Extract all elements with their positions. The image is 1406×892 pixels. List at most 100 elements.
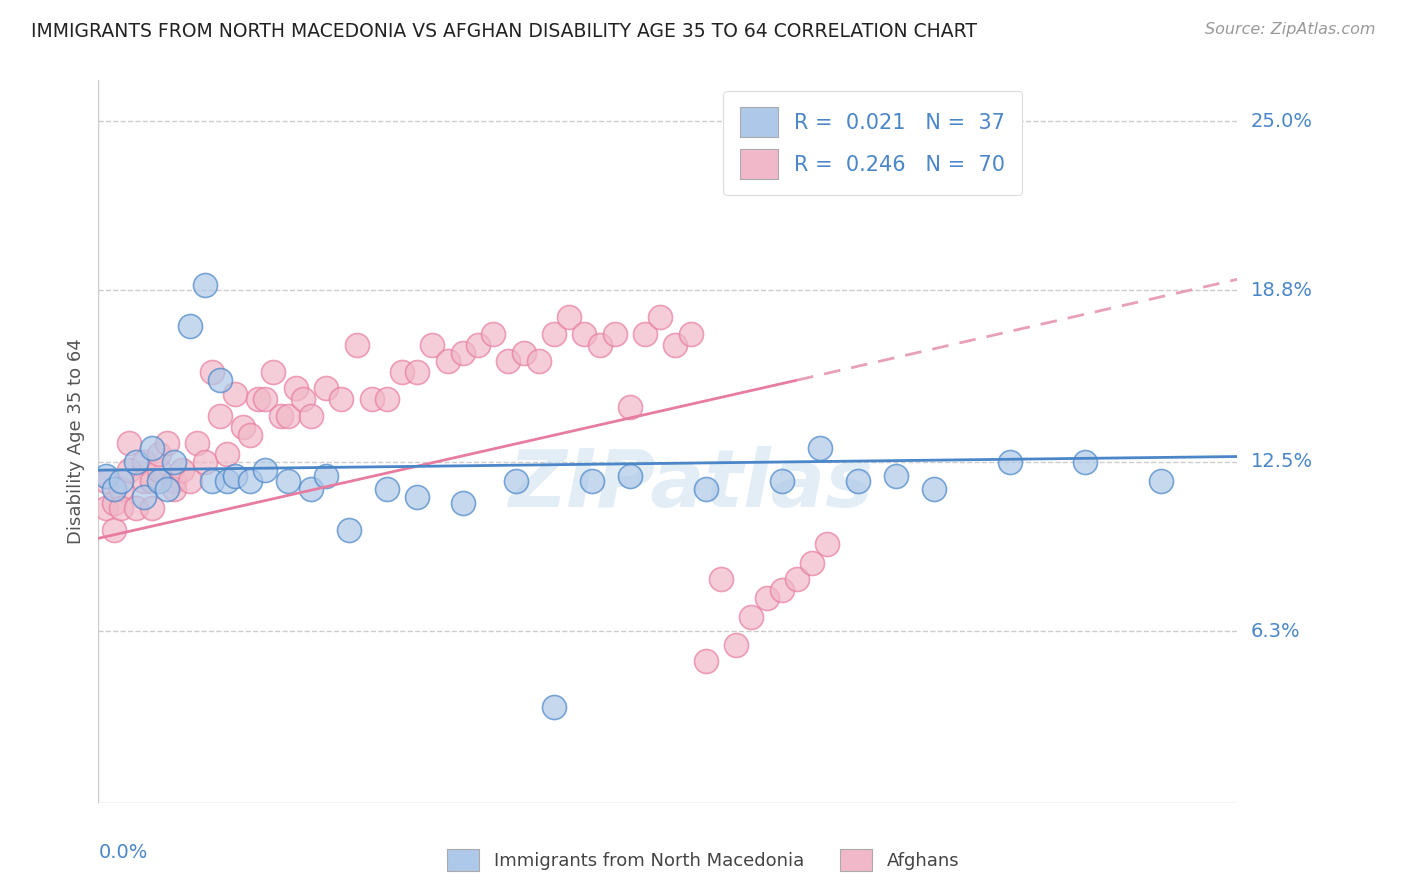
Point	[141, 474, 163, 488]
Point	[330, 392, 353, 407]
Point	[815, 537, 838, 551]
Point	[224, 387, 246, 401]
Point	[786, 572, 808, 586]
Point	[740, 610, 762, 624]
Point	[239, 427, 262, 442]
Point	[217, 447, 239, 461]
Point	[148, 463, 170, 477]
Point	[346, 337, 368, 351]
Point	[132, 474, 155, 488]
Point	[246, 392, 269, 407]
Text: 6.3%: 6.3%	[1251, 622, 1301, 640]
Point	[664, 337, 686, 351]
Point	[156, 436, 179, 450]
Point	[94, 468, 117, 483]
Point	[527, 354, 550, 368]
Point	[808, 442, 831, 456]
Point	[1074, 455, 1097, 469]
Point	[619, 468, 641, 483]
Text: 18.8%: 18.8%	[1251, 281, 1313, 300]
Point	[201, 474, 224, 488]
Point	[270, 409, 292, 423]
Y-axis label: Disability Age 35 to 64: Disability Age 35 to 64	[66, 339, 84, 544]
Point	[125, 455, 148, 469]
Point	[375, 392, 398, 407]
Point	[110, 501, 132, 516]
Point	[224, 468, 246, 483]
Text: IMMIGRANTS FROM NORTH MACEDONIA VS AFGHAN DISABILITY AGE 35 TO 64 CORRELATION CH: IMMIGRANTS FROM NORTH MACEDONIA VS AFGHA…	[31, 22, 977, 41]
Point	[801, 556, 824, 570]
Point	[770, 474, 793, 488]
Point	[725, 638, 748, 652]
Point	[110, 474, 132, 488]
Point	[239, 474, 262, 488]
Point	[710, 572, 733, 586]
Point	[603, 326, 626, 341]
Point	[208, 373, 231, 387]
Point	[846, 474, 869, 488]
Point	[254, 392, 277, 407]
Point	[179, 318, 201, 333]
Point	[208, 409, 231, 423]
Point	[619, 401, 641, 415]
Point	[141, 501, 163, 516]
Point	[695, 482, 717, 496]
Point	[170, 463, 193, 477]
Point	[505, 474, 527, 488]
Point	[574, 326, 596, 341]
Point	[163, 455, 186, 469]
Point	[284, 381, 307, 395]
Point	[922, 482, 945, 496]
Point	[110, 482, 132, 496]
Point	[498, 354, 520, 368]
Point	[254, 463, 277, 477]
Legend: Immigrants from North Macedonia, Afghans: Immigrants from North Macedonia, Afghans	[439, 842, 967, 879]
Point	[94, 501, 117, 516]
Point	[360, 392, 382, 407]
Point	[148, 447, 170, 461]
Point	[125, 501, 148, 516]
Point	[118, 463, 141, 477]
Point	[512, 346, 534, 360]
Point	[232, 419, 254, 434]
Point	[436, 354, 458, 368]
Point	[163, 474, 186, 488]
Point	[451, 496, 474, 510]
Point	[163, 482, 186, 496]
Point	[132, 491, 155, 505]
Point	[406, 491, 429, 505]
Point	[406, 365, 429, 379]
Point	[141, 442, 163, 456]
Point	[148, 474, 170, 488]
Point	[315, 468, 337, 483]
Point	[581, 474, 603, 488]
Text: ZIPatlas: ZIPatlas	[508, 446, 873, 524]
Point	[277, 409, 299, 423]
Point	[179, 474, 201, 488]
Point	[315, 381, 337, 395]
Point	[375, 482, 398, 496]
Text: 12.5%: 12.5%	[1251, 452, 1313, 472]
Text: 25.0%: 25.0%	[1251, 112, 1313, 130]
Point	[194, 277, 217, 292]
Point	[695, 654, 717, 668]
Point	[558, 310, 581, 325]
Point	[103, 496, 125, 510]
Point	[755, 591, 778, 606]
Point	[998, 455, 1021, 469]
Point	[156, 482, 179, 496]
Point	[467, 337, 489, 351]
Point	[588, 337, 610, 351]
Text: 0.0%: 0.0%	[98, 843, 148, 862]
Point	[118, 436, 141, 450]
Point	[299, 409, 322, 423]
Point	[337, 523, 360, 537]
Point	[422, 337, 444, 351]
Point	[884, 468, 907, 483]
Point	[94, 474, 117, 488]
Point	[186, 436, 208, 450]
Point	[277, 474, 299, 488]
Point	[391, 365, 413, 379]
Point	[543, 326, 565, 341]
Text: Source: ZipAtlas.com: Source: ZipAtlas.com	[1205, 22, 1375, 37]
